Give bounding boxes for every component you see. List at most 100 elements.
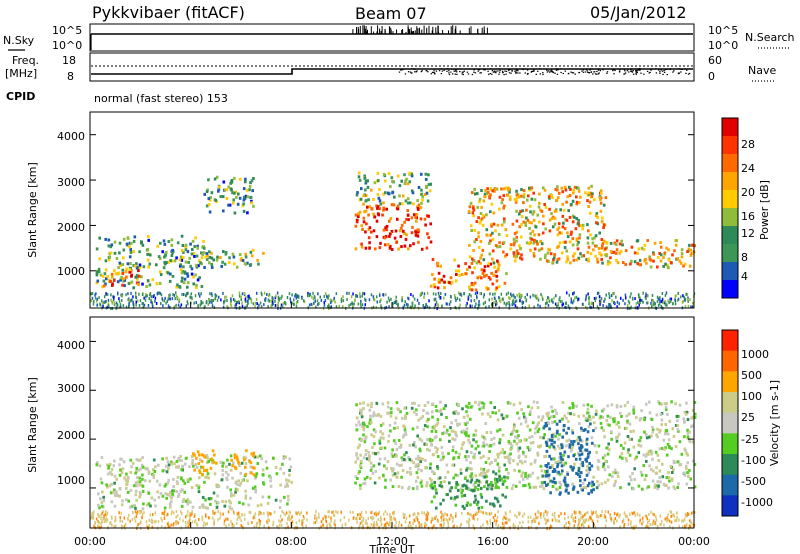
echo-pixel — [122, 277, 125, 281]
echo-pixel — [246, 195, 249, 199]
noise-pixel — [489, 292, 491, 296]
echo-pixel — [454, 450, 458, 454]
echo-pixel — [656, 435, 659, 439]
noise-pixel — [537, 298, 540, 302]
noise-pixel — [268, 299, 271, 303]
echo-pixel — [643, 243, 647, 247]
echo-pixel — [417, 240, 420, 244]
noise-pixel — [613, 512, 616, 516]
noise-pixel — [376, 295, 378, 299]
nave-point — [632, 73, 635, 75]
echo-pixel — [566, 257, 570, 261]
echo-pixel — [468, 243, 471, 247]
echo-pixel — [450, 421, 453, 425]
noise-pixel — [324, 514, 326, 518]
noise-pixel — [476, 295, 478, 299]
echo-pixel — [571, 445, 574, 449]
power-cbar-tick-20: 20 — [741, 186, 755, 199]
echo-pixel — [518, 225, 522, 229]
echo-pixel — [617, 432, 621, 436]
echo-pixel — [587, 191, 591, 195]
noise-pixel — [180, 510, 182, 514]
nave-point — [504, 70, 506, 72]
echo-pixel — [568, 445, 571, 449]
noise-pixel — [91, 511, 93, 515]
echo-pixel — [255, 472, 259, 476]
echo-pixel — [225, 478, 229, 482]
noise-pixel — [356, 294, 359, 298]
echo-pixel — [358, 178, 362, 182]
nave-point — [448, 73, 451, 76]
nave-point — [433, 70, 435, 72]
echo-pixel — [126, 479, 129, 483]
echo-pixel — [419, 206, 423, 210]
echo-pixel — [478, 473, 482, 477]
noise-pixel — [394, 517, 396, 521]
echo-pixel — [601, 261, 604, 265]
noise-pixel — [558, 519, 561, 523]
echo-pixel — [200, 453, 204, 457]
noise-pixel — [213, 511, 216, 515]
echo-pixel — [456, 474, 460, 478]
power-echo-region — [203, 248, 265, 269]
noise-pixel — [470, 299, 472, 303]
echo-pixel — [354, 224, 358, 228]
echo-pixel — [572, 188, 576, 192]
echo-pixel — [543, 203, 546, 206]
noise-pixel — [96, 303, 99, 307]
noise-pixel — [282, 302, 285, 305]
echo-pixel — [588, 481, 591, 485]
echo-pixel — [98, 506, 101, 510]
noise-pixel — [641, 522, 643, 526]
noise-pixel — [170, 512, 173, 516]
noise-pixel — [190, 513, 192, 517]
echo-pixel — [226, 458, 229, 462]
echo-pixel — [518, 212, 521, 216]
echo-pixel — [551, 409, 554, 413]
echo-pixel — [492, 442, 496, 446]
echo-pixel — [580, 452, 584, 456]
echo-pixel — [463, 506, 466, 510]
echo-pixel — [373, 442, 376, 446]
noise-pixel — [193, 514, 196, 518]
echo-pixel — [390, 176, 394, 180]
nave-point — [677, 73, 680, 75]
noise-pixel — [545, 302, 547, 305]
echo-pixel — [583, 478, 587, 482]
nave-point — [474, 72, 477, 74]
echo-pixel — [598, 231, 601, 235]
echo-pixel — [542, 214, 545, 218]
noise-pixel — [371, 515, 373, 519]
echo-pixel — [267, 495, 271, 499]
noise-pixel — [533, 305, 535, 309]
echo-pixel — [566, 255, 569, 259]
echo-pixel — [187, 260, 190, 264]
echo-pixel — [454, 410, 457, 414]
echo-pixel — [440, 484, 443, 488]
noise-pixel — [202, 301, 204, 305]
echo-pixel — [478, 275, 481, 279]
noise-pixel — [113, 295, 115, 299]
echo-pixel — [366, 425, 369, 429]
noise-pixel — [189, 516, 191, 520]
echo-pixel — [616, 474, 620, 478]
echo-pixel — [639, 444, 643, 448]
echo-pixel — [515, 254, 518, 258]
echo-pixel — [360, 245, 364, 249]
echo-pixel — [175, 256, 178, 260]
echo-pixel — [186, 285, 189, 289]
echo-pixel — [244, 194, 248, 198]
echo-pixel — [251, 486, 255, 490]
noise-pixel — [407, 303, 409, 307]
noise-pixel — [375, 523, 377, 527]
echo-pixel — [557, 226, 561, 230]
echo-pixel — [495, 279, 499, 283]
echo-pixel — [472, 433, 476, 437]
noise-pixel — [138, 292, 140, 296]
echo-pixel — [442, 431, 446, 435]
echo-pixel — [666, 412, 669, 416]
noise-pixel — [248, 510, 251, 514]
echo-pixel — [284, 485, 287, 489]
echo-pixel — [431, 470, 434, 473]
echo-pixel — [612, 417, 615, 421]
